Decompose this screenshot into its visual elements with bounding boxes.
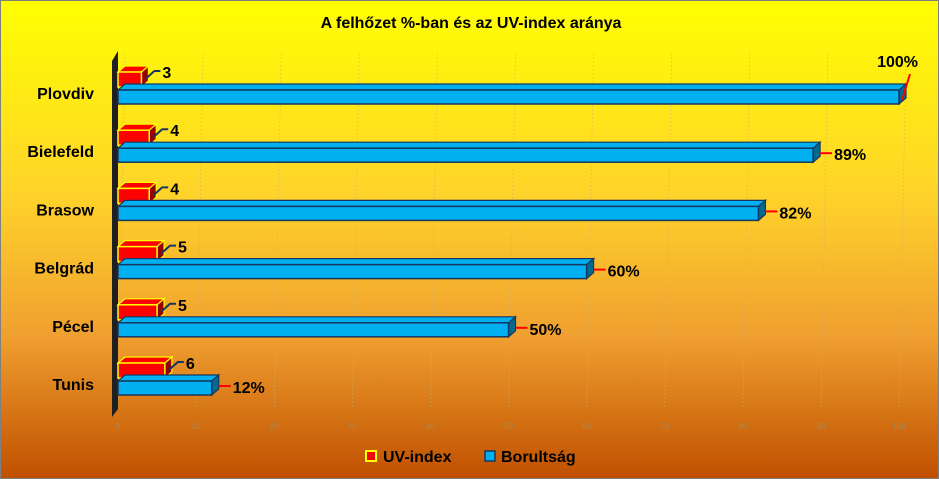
leader-uv-index-brasow	[152, 186, 169, 197]
data-label-uv-index-belgrad: 5	[178, 240, 187, 257]
category-label-belgrad: Belgrád	[34, 261, 94, 278]
legend-swatch-uv-index	[365, 450, 377, 462]
gridline	[820, 52, 829, 410]
bar-borultsag-plovdiv-top	[116, 83, 908, 91]
bar-borultsag-plovdiv-front	[117, 89, 900, 105]
bar-borultsag-belgrad	[116, 257, 596, 280]
bar-borultsag-brasow-top	[116, 199, 768, 207]
x-tick-label: 10	[192, 422, 201, 431]
bars-layer	[116, 64, 908, 397]
bar-borultsag-pecel	[116, 315, 518, 339]
bar-uv-index-pecel-top	[116, 298, 166, 306]
gridline	[898, 52, 907, 410]
leader-uv-index-pecel	[160, 302, 177, 313]
gridline	[430, 52, 438, 410]
ticks-layer: 0 10 20 30 40 50 60 70 80 90 100	[116, 422, 906, 431]
bar-borultsag-bielefeld	[116, 140, 822, 164]
bar-uv-index-plovdiv	[116, 64, 151, 89]
bar-borultsag-plovdiv	[116, 82, 908, 106]
data-label-borultsag-tunis: 12%	[233, 380, 265, 397]
labels-layer: Plovdiv 3 100% Bielefeld 4 89% Brasow 4 82% Belgr…	[27, 54, 918, 397]
leader-uv-index-belgrad	[160, 244, 177, 255]
bar-borultsag-bielefeld-top	[116, 141, 822, 149]
gridline	[352, 52, 360, 410]
leader-uv-index-tunis	[168, 361, 184, 371]
bar-borultsag-tunis-front	[117, 380, 213, 396]
bar-uv-index-belgrad	[116, 239, 166, 263]
data-label-borultsag-plovdiv: 100%	[877, 54, 918, 71]
bar-uv-index-belgrad-top	[116, 240, 166, 248]
bar-uv-index-tunis	[116, 355, 174, 380]
legend-label-uv-index: UV-index	[383, 449, 452, 466]
data-label-uv-index-pecel: 5	[178, 298, 187, 315]
x-tick-label: 90	[816, 422, 825, 431]
leader-uv-index-plovdiv	[144, 70, 161, 80]
bar-borultsag-brasow-front	[117, 205, 760, 222]
x-tick-label: 80	[738, 422, 747, 431]
gridline	[664, 52, 672, 410]
bar-uv-index-tunis-top	[116, 356, 174, 364]
x-tick-label: 30	[348, 422, 357, 431]
category-label-pecel: Pécel	[52, 319, 94, 336]
gridline	[195, 52, 204, 410]
grid-layer	[117, 52, 907, 410]
leader-borultsag-plovdiv	[901, 73, 911, 101]
data-label-uv-index-plovdiv: 3	[162, 65, 171, 82]
data-label-borultsag-belgrad: 60%	[608, 264, 640, 281]
bar-borultsag-pecel-top	[116, 316, 518, 324]
category-label-brasow: Brasow	[36, 202, 94, 219]
category-label-bielefeld: Bielefeld	[27, 144, 94, 161]
category-label-plovdiv: Plovdiv	[37, 86, 94, 103]
gridline	[508, 52, 516, 410]
x-tick-label: 50	[504, 422, 513, 431]
legend-swatch-borultsag	[484, 450, 496, 462]
bar-borultsag-belgrad-front	[117, 263, 588, 280]
chart-title: A felhőzet %-ban és az UV-index aránya	[321, 15, 622, 32]
gridline	[742, 52, 751, 410]
x-tick-label: 60	[582, 422, 591, 431]
gridline	[117, 52, 126, 410]
x-tick-label: 20	[270, 422, 279, 431]
x-tick-label: 40	[426, 422, 435, 431]
category-label-tunis: Tunis	[53, 377, 95, 394]
leader-uv-index-bielefeld	[152, 128, 169, 138]
bar-borultsag-pecel-front	[117, 322, 510, 338]
bar-borultsag-brasow	[116, 199, 768, 222]
data-label-borultsag-brasow: 82%	[779, 205, 811, 222]
gridline	[273, 52, 282, 410]
legend: UV-index Borultság	[365, 449, 576, 466]
data-label-borultsag-pecel: 50%	[530, 322, 562, 339]
data-label-borultsag-bielefeld: 89%	[834, 147, 866, 164]
bar-borultsag-tunis-top	[116, 374, 221, 382]
bar-uv-index-brasow	[116, 181, 158, 205]
gridline	[586, 52, 594, 410]
x-tick-label: 70	[660, 422, 669, 431]
legend-label-borultsag: Borultság	[501, 449, 576, 466]
x-tick-label: 100	[892, 422, 906, 431]
bar-borultsag-belgrad-top	[116, 258, 596, 266]
data-label-uv-index-brasow: 4	[170, 181, 179, 198]
x-tick-label: 0	[116, 422, 121, 431]
bar-borultsag-bielefeld-front	[117, 147, 814, 163]
wall-layer	[112, 51, 118, 417]
bar-borultsag-tunis	[116, 373, 221, 397]
data-label-uv-index-bielefeld: 4	[170, 123, 179, 140]
bar-uv-index-pecel	[116, 297, 166, 322]
data-label-uv-index-tunis: 6	[186, 356, 195, 373]
side-wall	[112, 51, 118, 417]
